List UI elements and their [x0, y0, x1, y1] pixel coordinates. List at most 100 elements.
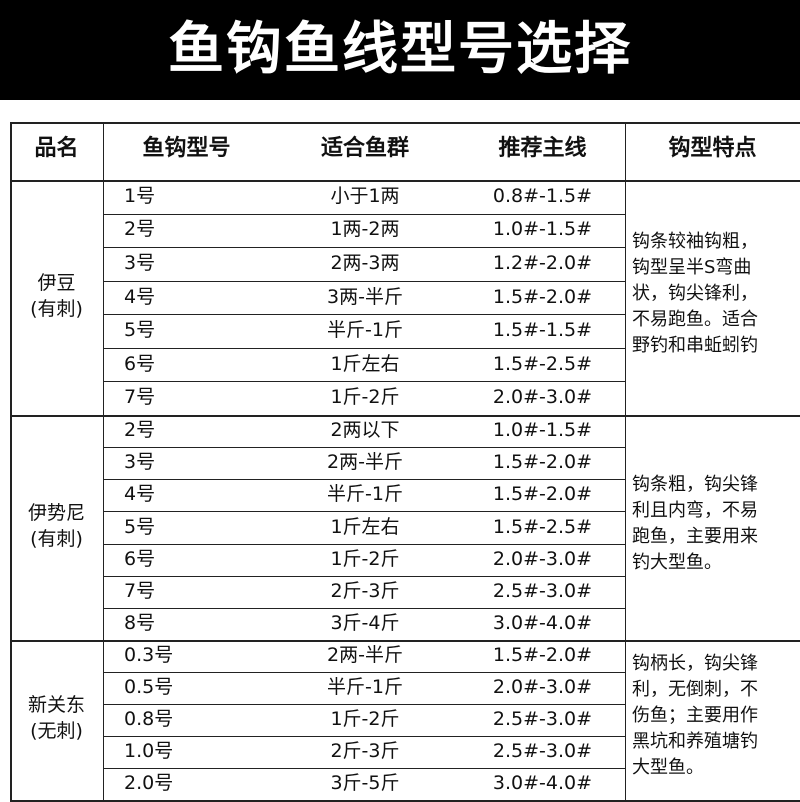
description-line: 钩条粗，钩尖锋 [632, 473, 758, 495]
description-line: 伤鱼；主要用作 [632, 705, 758, 726]
description-line: 黑坑和养殖塘钓 [632, 731, 758, 752]
hook-size: 1.0号 [124, 740, 174, 762]
fish-size: 2两-半斤 [327, 451, 403, 474]
fish-size: 1斤左右 [330, 515, 400, 538]
group-tag: (无刺) [30, 720, 83, 742]
main-line: 2.0#-3.0# [492, 386, 593, 409]
rule [10, 122, 800, 124]
fish-size: 1斤-2斤 [330, 708, 400, 730]
description-line: 利，无倒刺，不 [632, 679, 758, 700]
hook-size: 3号 [124, 451, 156, 474]
group-tag: (有刺) [30, 297, 83, 320]
hook-size: 5号 [124, 319, 156, 342]
main-line: 1.5#-2.0# [492, 483, 593, 506]
hook-size: 2号 [124, 218, 156, 241]
rule [10, 180, 800, 182]
main-line: 1.5#-2.0# [492, 451, 593, 474]
description-line: 钩柄长，钩尖锋 [632, 653, 758, 674]
rule [103, 213, 625, 215]
hook-size: 3号 [124, 251, 156, 274]
rule [103, 447, 625, 449]
main-line: 1.0#-1.5# [492, 419, 593, 442]
fish-size: 1两-2两 [330, 218, 400, 241]
fish-size: 1斤左右 [330, 352, 400, 375]
rule [103, 543, 625, 545]
main-line: 1.2#-2.0# [492, 251, 593, 274]
main-line: 3.0#-4.0# [492, 611, 593, 634]
main-line: 2.5#-3.0# [492, 579, 593, 602]
rule [103, 381, 625, 383]
main-line: 0.8#-1.5# [492, 184, 593, 207]
rule [103, 280, 625, 282]
fish-size: 半斤-1斤 [327, 319, 403, 342]
rule [103, 247, 625, 249]
hook-size: 7号 [124, 386, 156, 409]
rule [103, 736, 625, 737]
rule [625, 122, 626, 800]
fish-size: 3两-半斤 [327, 285, 403, 308]
main-line: 2.0#-3.0# [492, 676, 593, 698]
column-header: 鱼钩型号 [142, 136, 231, 161]
hook-size: 8号 [124, 611, 156, 634]
column-header: 推荐主线 [498, 136, 587, 161]
column-header: 品名 [34, 136, 79, 161]
rule [10, 122, 12, 800]
rule [103, 122, 104, 800]
hook-size: 2号 [124, 419, 156, 442]
hook-size: 7号 [124, 579, 156, 602]
hook-size: 0.3号 [124, 644, 174, 666]
fish-size: 1斤-2斤 [330, 386, 400, 409]
main-line: 2.5#-3.0# [492, 708, 593, 730]
fish-size: 3斤-4斤 [330, 611, 400, 634]
fish-size: 半斤-1斤 [327, 676, 403, 698]
description-line: 钓大型鱼。 [632, 551, 722, 573]
group-name: 新关东 [27, 694, 85, 716]
description-line: 钩条较袖钩粗， [632, 230, 758, 252]
hook-size: 0.5号 [124, 676, 174, 698]
rule [103, 607, 625, 609]
fish-size: 半斤-1斤 [327, 483, 403, 506]
description-line: 跑鱼，主要用来 [632, 525, 758, 547]
main-line: 2.0#-3.0# [492, 547, 593, 570]
column-header: 钩型特点 [668, 136, 757, 161]
main-line: 2.5#-3.0# [492, 740, 593, 762]
fish-size: 2斤-3斤 [330, 579, 400, 602]
hook-size: 5号 [124, 515, 156, 538]
hook-size: 0.8号 [124, 708, 174, 730]
main-line: 1.5#-2.0# [492, 285, 593, 308]
description-line: 钩型呈半S弯曲 [632, 256, 752, 278]
hook-size: 1号 [124, 184, 156, 207]
column-header: 适合鱼群 [320, 136, 409, 161]
rule [103, 704, 625, 705]
description-line: 状，钩尖锋利， [632, 282, 758, 304]
fish-size: 2两-3两 [330, 251, 400, 274]
group-name: 伊势尼 [27, 501, 85, 524]
rule [103, 768, 625, 769]
main-line: 3.0#-4.0# [492, 772, 593, 794]
description-line: 利且内弯，不易 [632, 499, 758, 521]
rule [10, 640, 800, 642]
rule [103, 511, 625, 513]
main-line: 1.5#-2.0# [492, 644, 593, 666]
header-title: 鱼钩鱼线型号选择 [0, 0, 800, 100]
group-tag: (有刺) [30, 527, 83, 550]
hook-size: 2.0号 [124, 772, 174, 794]
hook-size: 4号 [124, 285, 156, 308]
rule [103, 314, 625, 316]
main-line: 1.5#-2.5# [492, 515, 593, 538]
description-line: 野钓和串蚯蚓钓 [632, 334, 758, 356]
fish-size: 2两以下 [330, 419, 400, 442]
rule [10, 415, 800, 417]
description-line: 大型鱼。 [632, 757, 704, 778]
description-line: 不易跑鱼。适合 [632, 308, 758, 330]
main-line: 1.0#-1.5# [492, 218, 593, 241]
main-line: 1.5#-1.5# [492, 319, 593, 342]
rule [103, 672, 625, 673]
rule [103, 575, 625, 577]
fish-size: 3斤-5斤 [330, 772, 400, 794]
hook-size: 6号 [124, 547, 156, 570]
rule [103, 479, 625, 481]
fish-size: 小于1两 [330, 184, 400, 207]
fish-size: 2两-半斤 [327, 644, 403, 666]
